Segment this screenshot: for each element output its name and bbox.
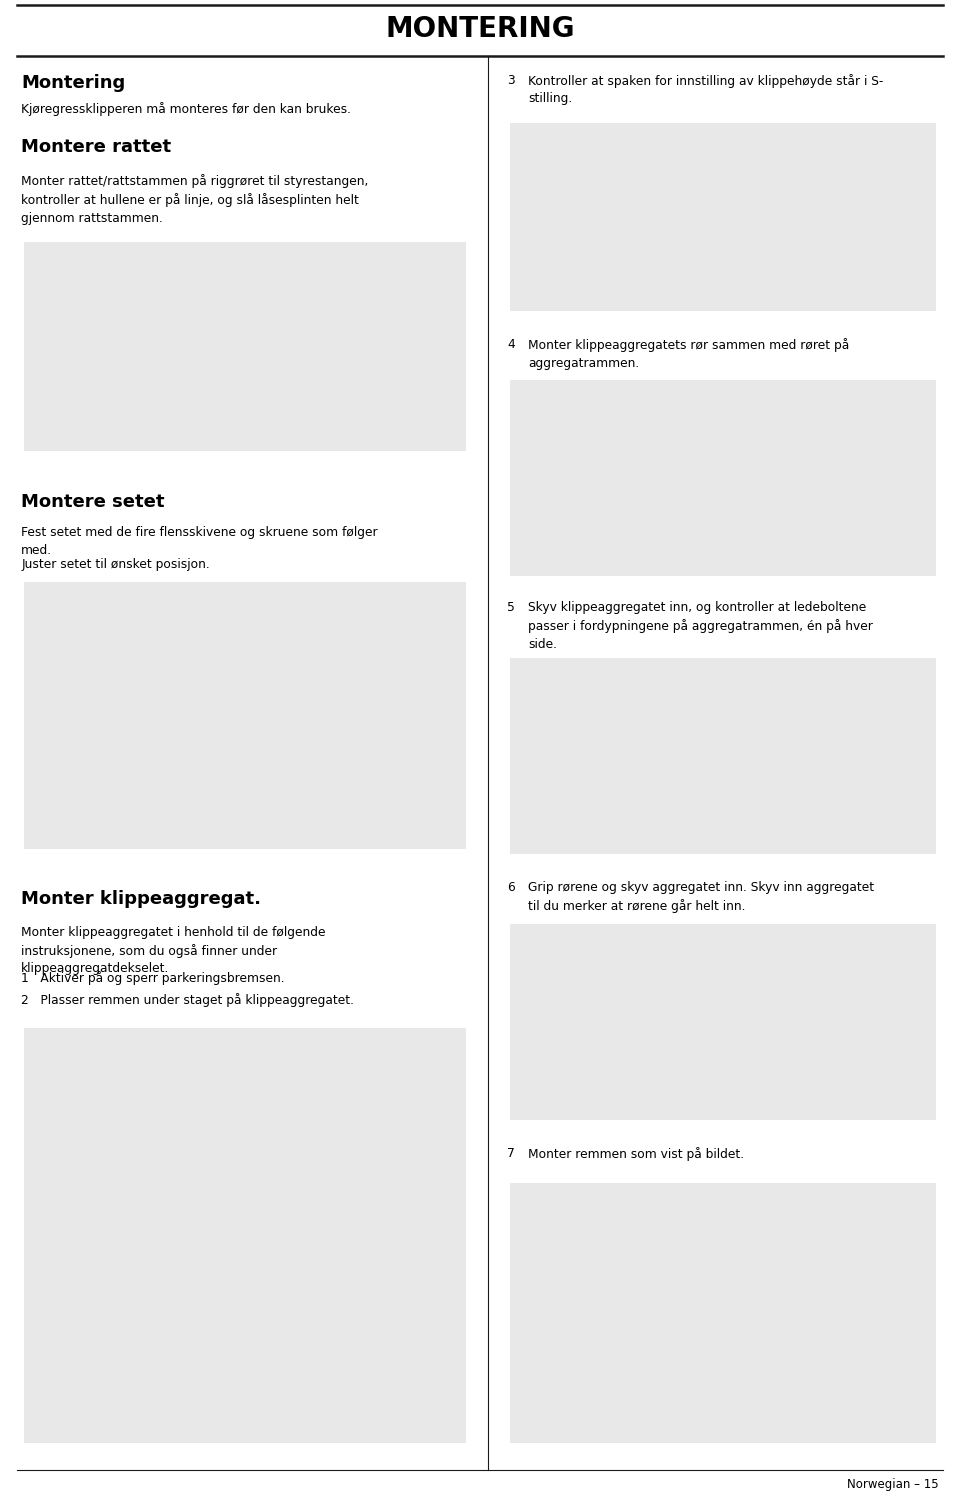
Text: 1   Aktiver på og sperr parkeringsbremsen.: 1 Aktiver på og sperr parkeringsbremsen. — [21, 971, 285, 984]
Text: Montere rattet: Montere rattet — [21, 138, 171, 156]
Text: Monter klippeaggregatet i henhold til de følgende
instruksjonene, som du også fi: Monter klippeaggregatet i henhold til de… — [21, 926, 325, 975]
Bar — [510, 380, 936, 576]
Bar — [24, 1028, 466, 1443]
Bar — [24, 242, 466, 451]
Text: MONTERING: MONTERING — [385, 15, 575, 44]
Bar — [510, 658, 936, 854]
Text: 7: 7 — [507, 1147, 515, 1160]
Text: Juster setet til ønsket posisjon.: Juster setet til ønsket posisjon. — [21, 558, 210, 571]
Bar — [510, 1183, 936, 1443]
Text: 3: 3 — [507, 74, 515, 87]
Text: Montering: Montering — [21, 74, 126, 92]
Text: Monter rattet/rattstammen på riggrøret til styrestangen,
kontroller at hullene e: Monter rattet/rattstammen på riggrøret t… — [21, 174, 369, 225]
Text: Fest setet med de fire flensskivene og skruene som følger
med.: Fest setet med de fire flensskivene og s… — [21, 526, 377, 556]
Text: Skyv klippeaggregatet inn, og kontroller at ledeboltene
passer i fordypningene p: Skyv klippeaggregatet inn, og kontroller… — [528, 601, 873, 651]
Bar — [24, 582, 466, 849]
Bar — [510, 123, 936, 311]
Text: 2   Plasser remmen under staget på klippeaggregatet.: 2 Plasser remmen under staget på klippea… — [21, 993, 354, 1007]
Text: 5: 5 — [507, 601, 515, 615]
Text: Monter klippeaggregat.: Monter klippeaggregat. — [21, 890, 261, 908]
Text: 6: 6 — [507, 881, 515, 894]
Text: Grip rørene og skyv aggregatet inn. Skyv inn aggregatet
til du merker at rørene : Grip rørene og skyv aggregatet inn. Skyv… — [528, 881, 875, 912]
Text: Montere setet: Montere setet — [21, 493, 164, 511]
Text: Kontroller at spaken for innstilling av klippehøyde står i S-
stilling.: Kontroller at spaken for innstilling av … — [528, 74, 883, 105]
Text: Monter klippeaggregatets rør sammen med røret på
aggregatrammen.: Monter klippeaggregatets rør sammen med … — [528, 338, 850, 370]
Text: Kjøregressklipperen må monteres før den kan brukes.: Kjøregressklipperen må monteres før den … — [21, 102, 351, 116]
Text: Monter remmen som vist på bildet.: Monter remmen som vist på bildet. — [528, 1147, 744, 1160]
Text: Norwegian – 15: Norwegian – 15 — [848, 1479, 939, 1491]
Bar — [510, 924, 936, 1120]
Text: 4: 4 — [507, 338, 515, 352]
